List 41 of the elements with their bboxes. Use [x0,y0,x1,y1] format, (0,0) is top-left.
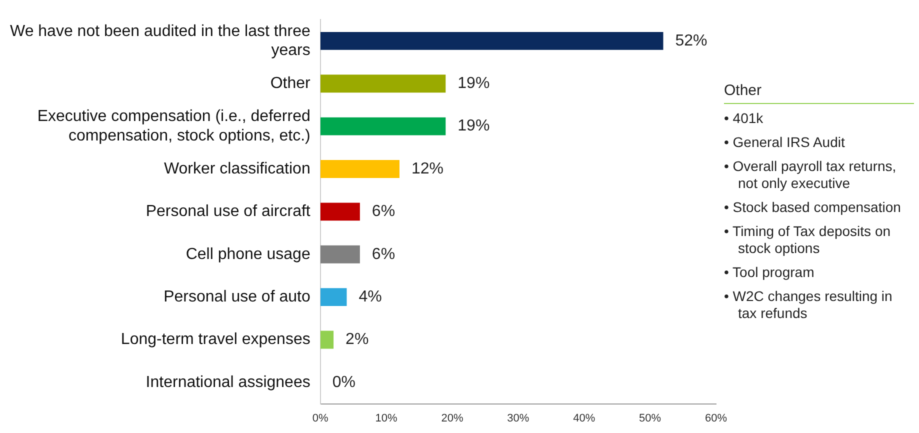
data-label: 0% [332,374,356,391]
text: • W2C changes resulting in tax refunds [724,288,894,322]
text: • General IRS Audit [724,134,846,151]
bar [320,117,446,136]
x-tick-label: 30% [507,412,530,424]
y-tick-label: Personal use of auto [164,288,310,306]
bar [320,330,334,349]
bar [320,160,400,178]
x-tick-label: 20% [441,412,464,424]
data-label: 12% [411,160,444,178]
x-tick-label: 60% [704,412,728,424]
data-label: 19% [458,118,490,135]
y-tick-label: Long-term travel expenses [120,331,310,348]
data-label: 52% [675,32,708,50]
data-label: 2% [346,331,369,348]
y-tick-label: We have not been audited in the last three years [10,22,310,59]
text: • Overall payroll tax returns, not only executive [724,158,898,192]
text: • Timing of Tax deposits on stock options [724,223,892,257]
x-tick-label: 50% [639,412,662,424]
y-tick-label: Cell phone usage [186,246,310,263]
text: • Stock based compensation [724,199,902,216]
data-label: 4% [358,288,382,306]
data-label: 6% [372,203,396,220]
bar [320,202,360,221]
bar [320,32,664,50]
data-label: 19% [458,75,490,92]
x-tick-label: 40% [573,412,596,424]
text: Other [724,82,914,104]
bar [320,245,360,264]
x-tick-label: 10% [375,412,398,424]
y-tick-label: Personal use of aircraft [146,203,311,220]
bar [320,74,446,93]
y-tick-label: Worker classification [164,160,310,178]
bar [320,288,347,306]
text: • 401k [724,110,764,127]
y-tick-label: International assignees [146,374,310,391]
y-tick-label: Other [270,75,312,92]
y-tick-label: Executive compensation (i.e., deferred compensation, stock options, etc.) [37,108,310,144]
data-label: 6% [372,246,396,263]
x-tick-label: 0% [312,412,329,424]
text: • Tool program [724,264,816,281]
